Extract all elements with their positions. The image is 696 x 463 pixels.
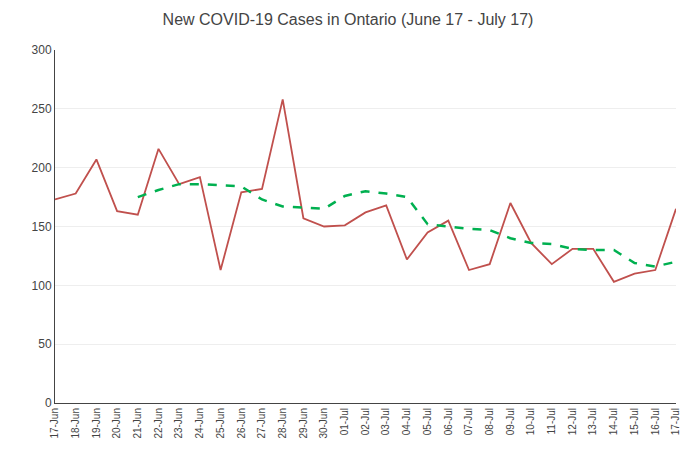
svg-text:23-Jun: 23-Jun (173, 408, 184, 439)
svg-text:200: 200 (32, 161, 52, 175)
svg-text:15-Jul: 15-Jul (629, 408, 640, 435)
svg-text:06-Jul: 06-Jul (443, 408, 454, 435)
svg-text:19-Jun: 19-Jun (91, 408, 102, 439)
svg-text:11-Jul: 11-Jul (546, 408, 557, 435)
svg-text:30-Jun: 30-Jun (318, 408, 329, 439)
svg-text:18-Jun: 18-Jun (70, 408, 81, 439)
svg-text:16-Jul: 16-Jul (650, 408, 661, 435)
svg-text:22-Jun: 22-Jun (153, 408, 164, 439)
svg-text:09-Jul: 09-Jul (505, 408, 516, 435)
svg-text:29-Jun: 29-Jun (298, 408, 309, 439)
svg-text:New COVID-19 Cases in Ontario: New COVID-19 Cases in Ontario (June 17 -… (163, 11, 534, 28)
svg-text:07-Jul: 07-Jul (463, 408, 474, 435)
svg-text:03-Jul: 03-Jul (380, 408, 391, 435)
svg-text:08-Jul: 08-Jul (484, 408, 495, 435)
svg-text:17-Jun: 17-Jun (49, 408, 60, 439)
svg-text:12-Jul: 12-Jul (567, 408, 578, 435)
svg-text:01-Jul: 01-Jul (339, 408, 350, 435)
svg-text:21-Jun: 21-Jun (132, 408, 143, 439)
svg-text:28-Jun: 28-Jun (277, 408, 288, 439)
svg-text:20-Jun: 20-Jun (111, 408, 122, 439)
svg-text:50: 50 (38, 337, 52, 351)
svg-text:27-Jun: 27-Jun (256, 408, 267, 439)
svg-text:10-Jul: 10-Jul (525, 408, 536, 435)
svg-text:14-Jul: 14-Jul (608, 408, 619, 435)
svg-text:150: 150 (32, 220, 52, 234)
svg-text:02-Jul: 02-Jul (360, 408, 371, 435)
svg-text:05-Jul: 05-Jul (422, 408, 433, 435)
svg-text:25-Jun: 25-Jun (215, 408, 226, 439)
svg-text:0: 0 (45, 396, 52, 410)
svg-text:300: 300 (32, 43, 52, 57)
svg-text:100: 100 (32, 279, 52, 293)
svg-text:17-Jul: 17-Jul (670, 408, 681, 435)
svg-text:04-Jul: 04-Jul (401, 408, 412, 435)
svg-text:250: 250 (32, 102, 52, 116)
svg-text:26-Jun: 26-Jun (236, 408, 247, 439)
svg-text:13-Jul: 13-Jul (587, 408, 598, 435)
svg-text:24-Jun: 24-Jun (194, 408, 205, 439)
